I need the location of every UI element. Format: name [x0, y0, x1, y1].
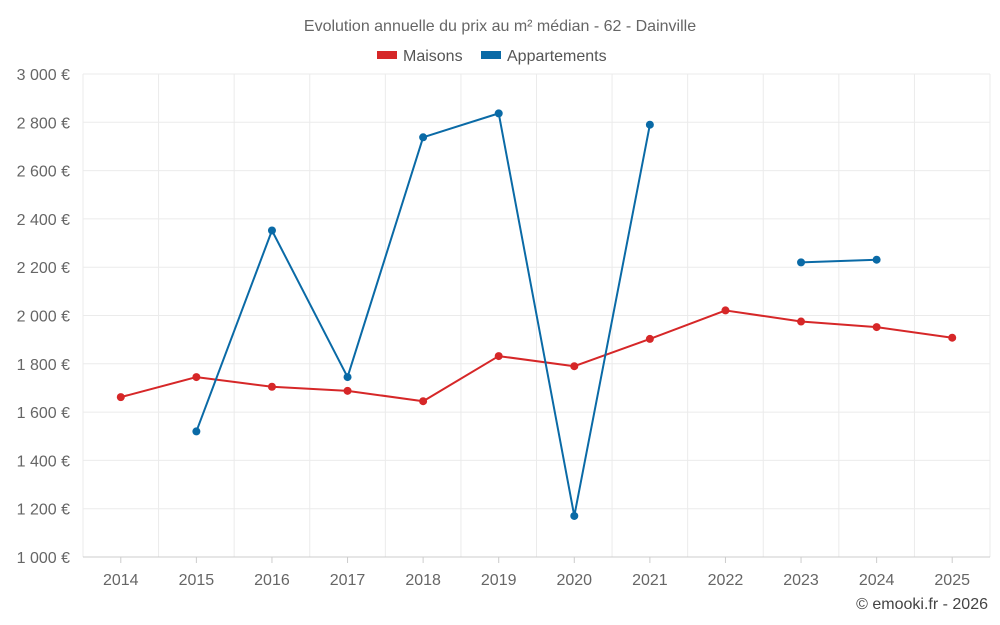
y-tick-label: 1 800 € [17, 357, 70, 374]
x-tick-label: 2024 [859, 572, 895, 589]
x-tick-label: 2016 [254, 572, 290, 589]
data-point[interactable] [343, 386, 352, 395]
data-point[interactable] [645, 334, 654, 343]
x-tick-label: 2017 [330, 572, 366, 589]
legend-item-appartements[interactable]: Appartements [481, 48, 607, 65]
legend-swatch [481, 51, 501, 59]
y-tick-label: 2 200 € [17, 260, 70, 277]
legend-item-maisons[interactable]: Maisons [377, 48, 463, 65]
y-tick-label: 2 800 € [17, 115, 70, 132]
y-tick-label: 2 000 € [17, 309, 70, 326]
data-point[interactable] [419, 397, 428, 406]
y-tick-label: 1 600 € [17, 405, 70, 422]
data-point[interactable] [721, 306, 730, 315]
data-point[interactable] [419, 133, 428, 142]
series-layer [116, 109, 957, 520]
chart-title: Evolution annuelle du prix au m² médian … [304, 18, 696, 35]
y-tick-label: 1 000 € [17, 550, 70, 567]
legend-label: Maisons [403, 48, 463, 65]
series-maisons [116, 306, 957, 406]
x-tick-label: 2023 [783, 572, 819, 589]
data-point[interactable] [494, 352, 503, 361]
data-point[interactable] [116, 393, 125, 402]
data-point[interactable] [872, 255, 881, 264]
data-point[interactable] [192, 373, 201, 382]
data-point[interactable] [797, 317, 806, 326]
series-appartements [192, 109, 881, 520]
x-tick-label: 2022 [708, 572, 744, 589]
data-point[interactable] [948, 333, 957, 342]
legend: Maisons Appartements [377, 48, 607, 65]
legend-swatch [377, 51, 397, 59]
data-point[interactable] [494, 109, 503, 118]
x-tick-label: 2018 [405, 572, 441, 589]
x-tick-label: 2015 [179, 572, 215, 589]
data-point[interactable] [570, 362, 579, 371]
data-point[interactable] [797, 258, 806, 267]
y-tick-label: 1 200 € [17, 502, 70, 519]
x-tick-label: 2020 [556, 572, 592, 589]
data-point[interactable] [645, 120, 654, 129]
y-tick-label: 3 000 € [17, 67, 70, 84]
y-tick-label: 1 400 € [17, 453, 70, 470]
x-tick-label: 2021 [632, 572, 668, 589]
legend-label: Appartements [507, 48, 607, 65]
credit-text: © emooki.fr - 2026 [856, 596, 988, 613]
data-point[interactable] [872, 323, 881, 332]
series-line [120, 309, 953, 403]
data-point[interactable] [570, 511, 579, 520]
series-line [195, 112, 651, 517]
data-point[interactable] [267, 382, 276, 391]
y-tick-label: 2 400 € [17, 212, 70, 229]
data-point[interactable] [192, 427, 201, 436]
series-line [801, 258, 877, 264]
data-point[interactable] [267, 226, 276, 235]
x-tick-label: 2025 [934, 572, 970, 589]
axes: 1 000 € 1 200 € 1 400 € 1 600 € 1 800 € 2 000… [17, 67, 990, 589]
x-tick-label: 2019 [481, 572, 517, 589]
y-tick-label: 2 600 € [17, 164, 70, 181]
data-point[interactable] [343, 373, 352, 382]
x-tick-label: 2014 [103, 572, 139, 589]
